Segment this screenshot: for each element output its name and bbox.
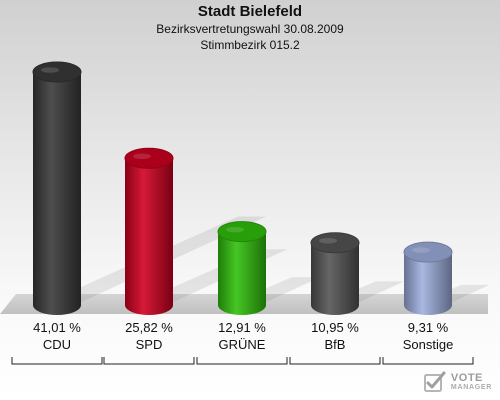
election-subtitle: Bezirksvertretungswahl 30.08.2009 [156,22,344,36]
category-bracket-bfb [289,357,381,365]
bar-highlight-sonstige [412,247,430,253]
label-layer: 41,01 % CDU 25,82 % SPD 12,91 % GRÜNE 10,95 % B… [33,320,453,352]
bar-top-gr-ne [217,221,267,243]
ballot-check-icon [423,371,446,392]
value-label-gr-ne: 12,91 % [218,320,266,335]
category-bracket-cdu [11,357,103,365]
value-label-bfb: 10,95 % [311,320,359,335]
precinct-label: Stimmbezirk 015.2 [200,38,300,52]
category-label-cdu: CDU [43,337,71,352]
bar-top-spd [124,147,174,169]
bar-sonstige [404,252,452,315]
logo-wordmark: VOTE MANAGER [450,372,492,392]
category-bracket-sonstige [382,357,474,365]
category-bracket-spd [103,357,195,365]
category-bracket-gr-ne [196,357,288,365]
value-label-spd: 25,82 % [125,320,173,335]
category-label-bfb: BfB [325,337,346,352]
bar-top-sonstige [403,241,453,263]
bar-gr-ne [218,231,266,315]
category-label-gr-ne: GRÜNE [219,337,266,352]
category-label-sonstige: Sonstige [403,337,454,352]
bar-spd [125,158,173,315]
bar-highlight-bfb [319,237,337,244]
category-axis [11,357,474,365]
chart-title: Stadt Bielefeld [197,3,303,20]
logo-word-sub: MANAGER [450,384,492,391]
bar-top-cdu [32,61,82,83]
value-label-cdu: 41,01 % [33,320,81,335]
bar-cdu [33,72,81,315]
logo-word-main: VOTE [450,372,483,384]
vote-manager-logo: VOTE MANAGER [423,370,492,394]
bar-highlight-gr-ne [226,226,244,233]
bar-highlight-cdu [41,67,59,73]
bar-highlight-spd [133,153,151,160]
value-label-sonstige: 9,31 % [408,320,449,335]
category-label-spd: SPD [136,337,163,352]
bar-bfb [311,242,359,315]
bar-top-bfb [310,232,360,254]
bar-layer [32,61,453,315]
